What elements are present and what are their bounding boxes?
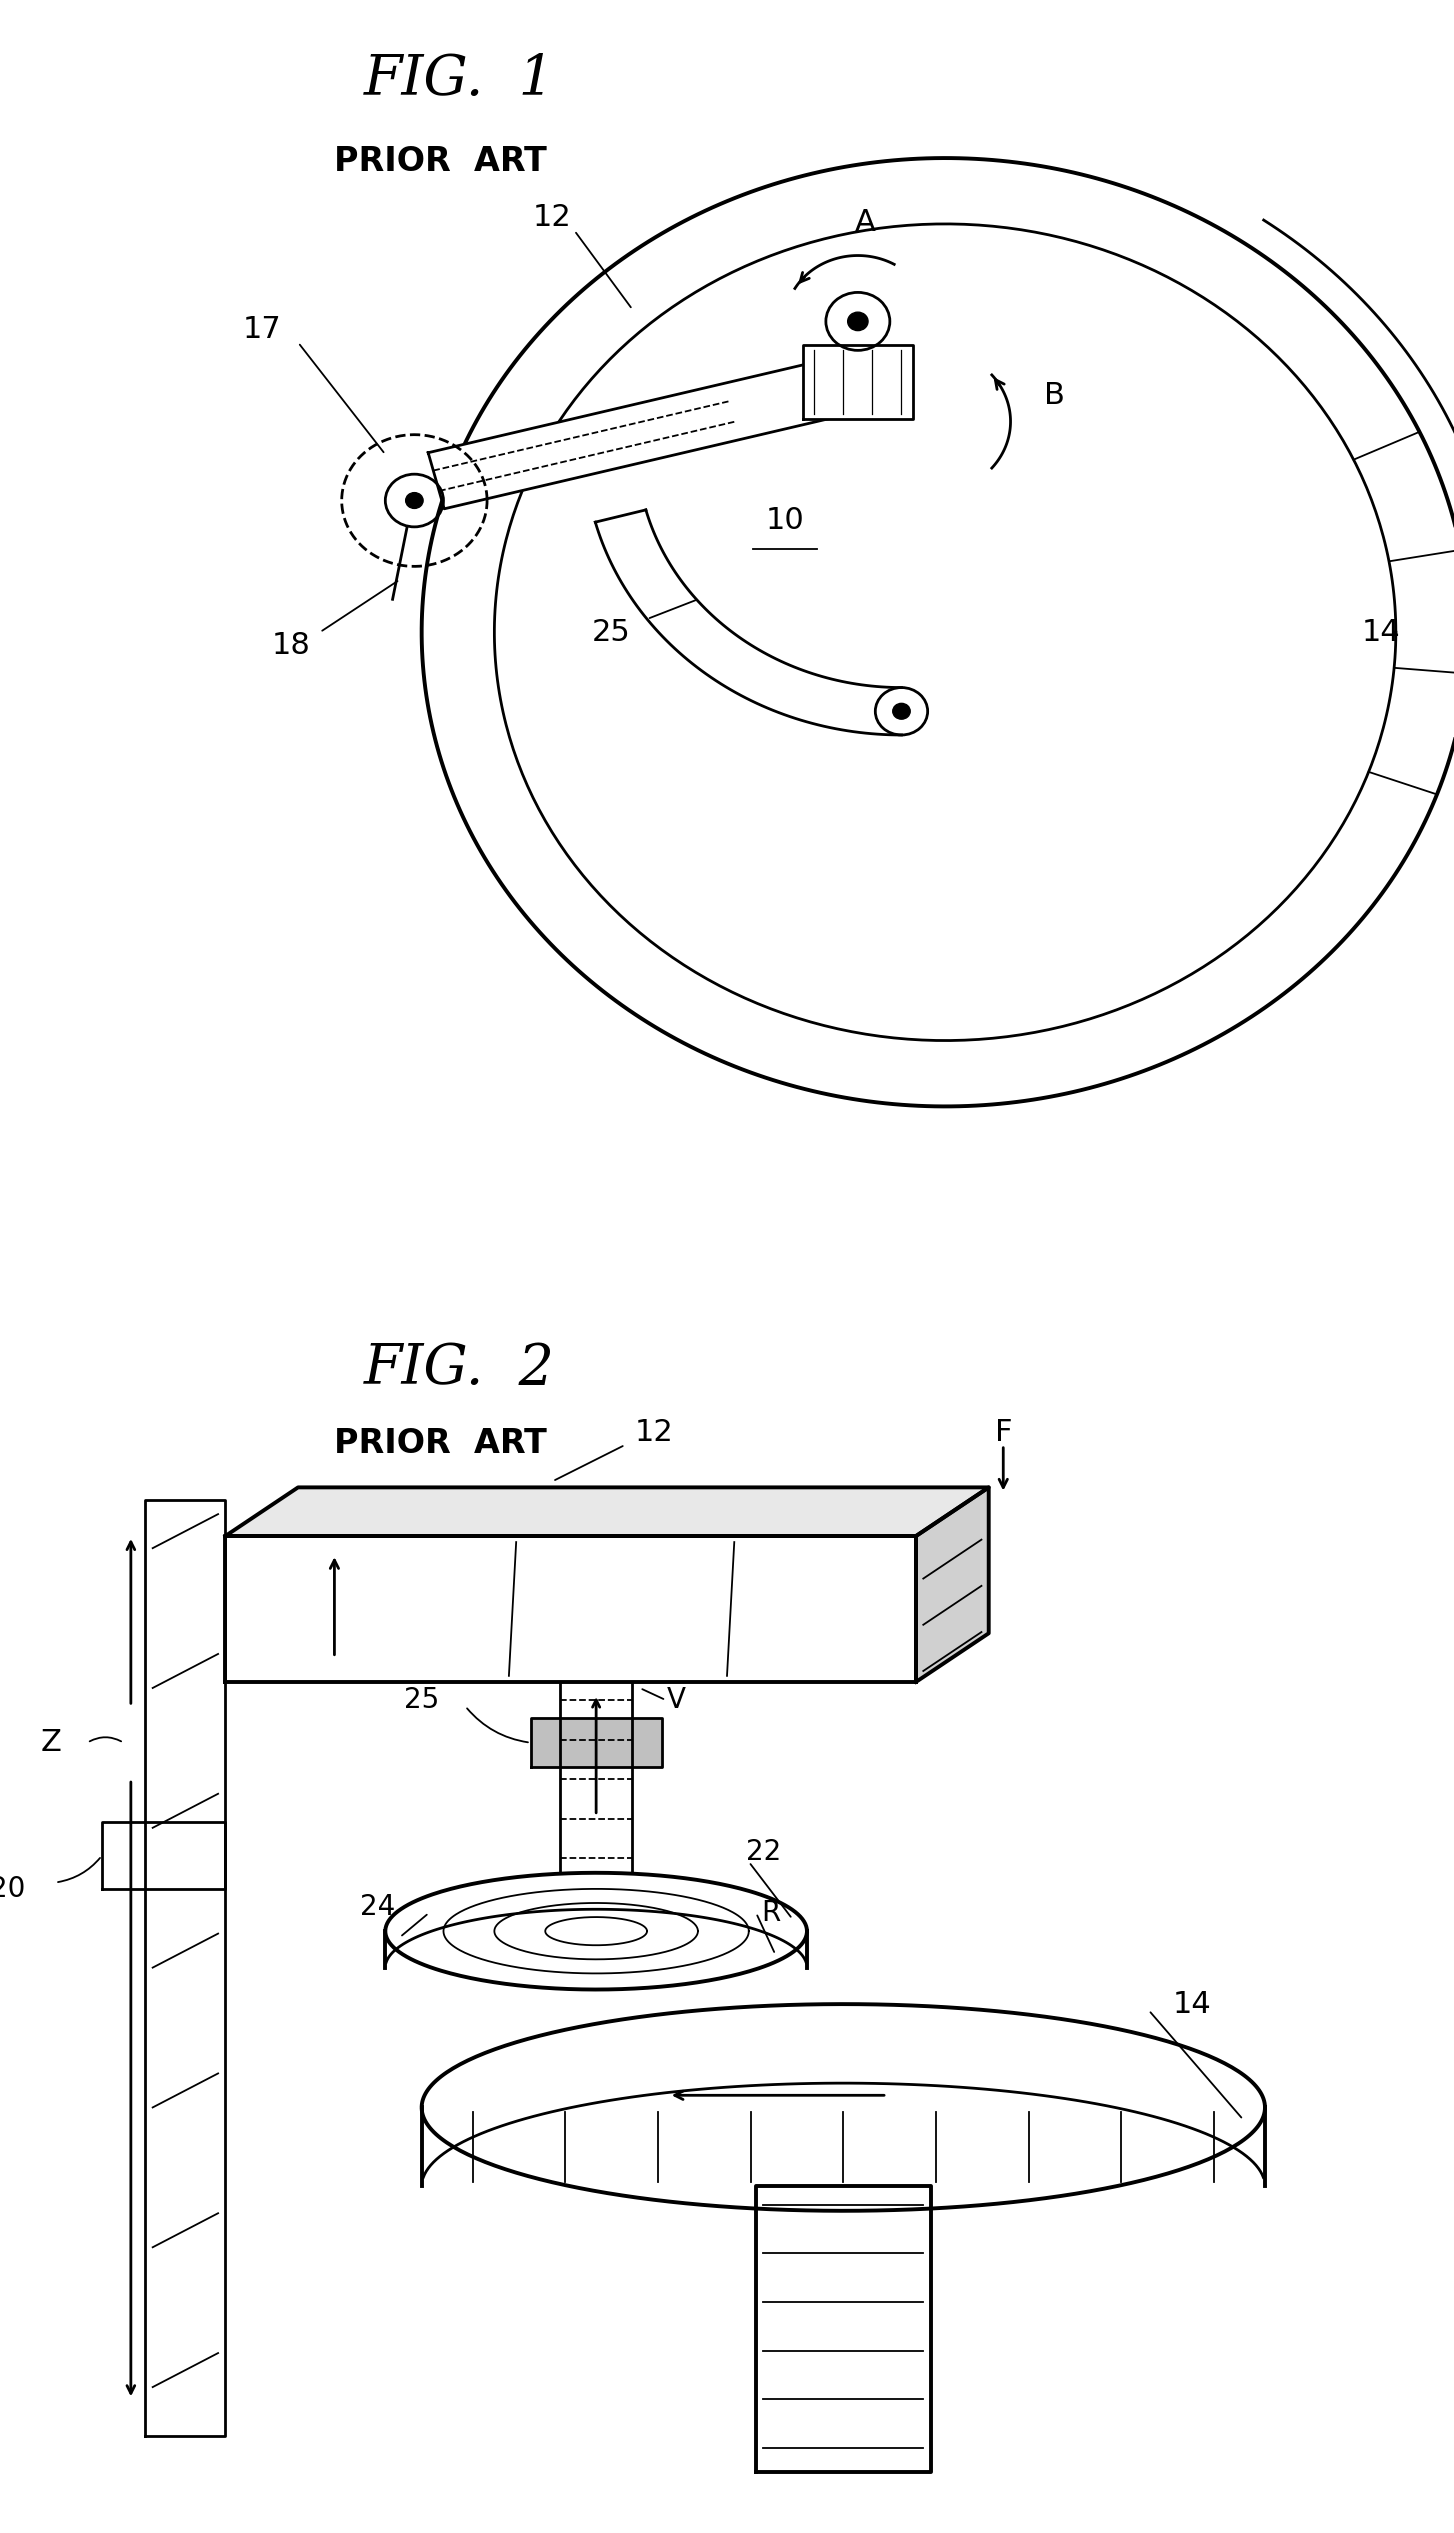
Polygon shape [225,1487,989,1535]
Text: F: F [995,1418,1012,1446]
Polygon shape [803,344,913,418]
Text: 20: 20 [0,1874,25,1902]
Text: 14: 14 [1362,618,1400,646]
Text: 18: 18 [272,631,310,661]
Circle shape [406,491,423,509]
Text: A: A [855,208,875,238]
Polygon shape [225,1535,916,1682]
Text: V: V [666,1687,686,1715]
Text: 25: 25 [592,618,630,646]
Text: 22: 22 [746,1839,781,1867]
Polygon shape [102,1821,225,1890]
Text: PRIOR  ART: PRIOR ART [334,144,547,177]
Polygon shape [145,1500,225,2437]
Circle shape [893,704,910,719]
Text: Z: Z [41,1728,61,1758]
Text: 17: 17 [243,314,281,344]
Text: PRIOR  ART: PRIOR ART [334,1426,547,1459]
Text: B: B [1044,380,1064,410]
Text: 25: 25 [404,1687,439,1715]
Text: 24: 24 [361,1892,395,1920]
Polygon shape [531,1717,662,1768]
Polygon shape [427,355,867,509]
Text: 12: 12 [635,1418,673,1446]
Text: FIG.  2: FIG. 2 [364,1342,554,1396]
Text: FIG.  1: FIG. 1 [364,53,554,106]
Polygon shape [916,1487,989,1682]
Polygon shape [422,2004,1265,2211]
Text: R: R [760,1900,781,1928]
Text: 12: 12 [534,203,571,233]
Polygon shape [756,2186,931,2472]
Text: 10: 10 [766,507,804,534]
Text: 14: 14 [1173,1988,1211,2019]
Circle shape [848,312,868,332]
Polygon shape [385,1872,807,1988]
